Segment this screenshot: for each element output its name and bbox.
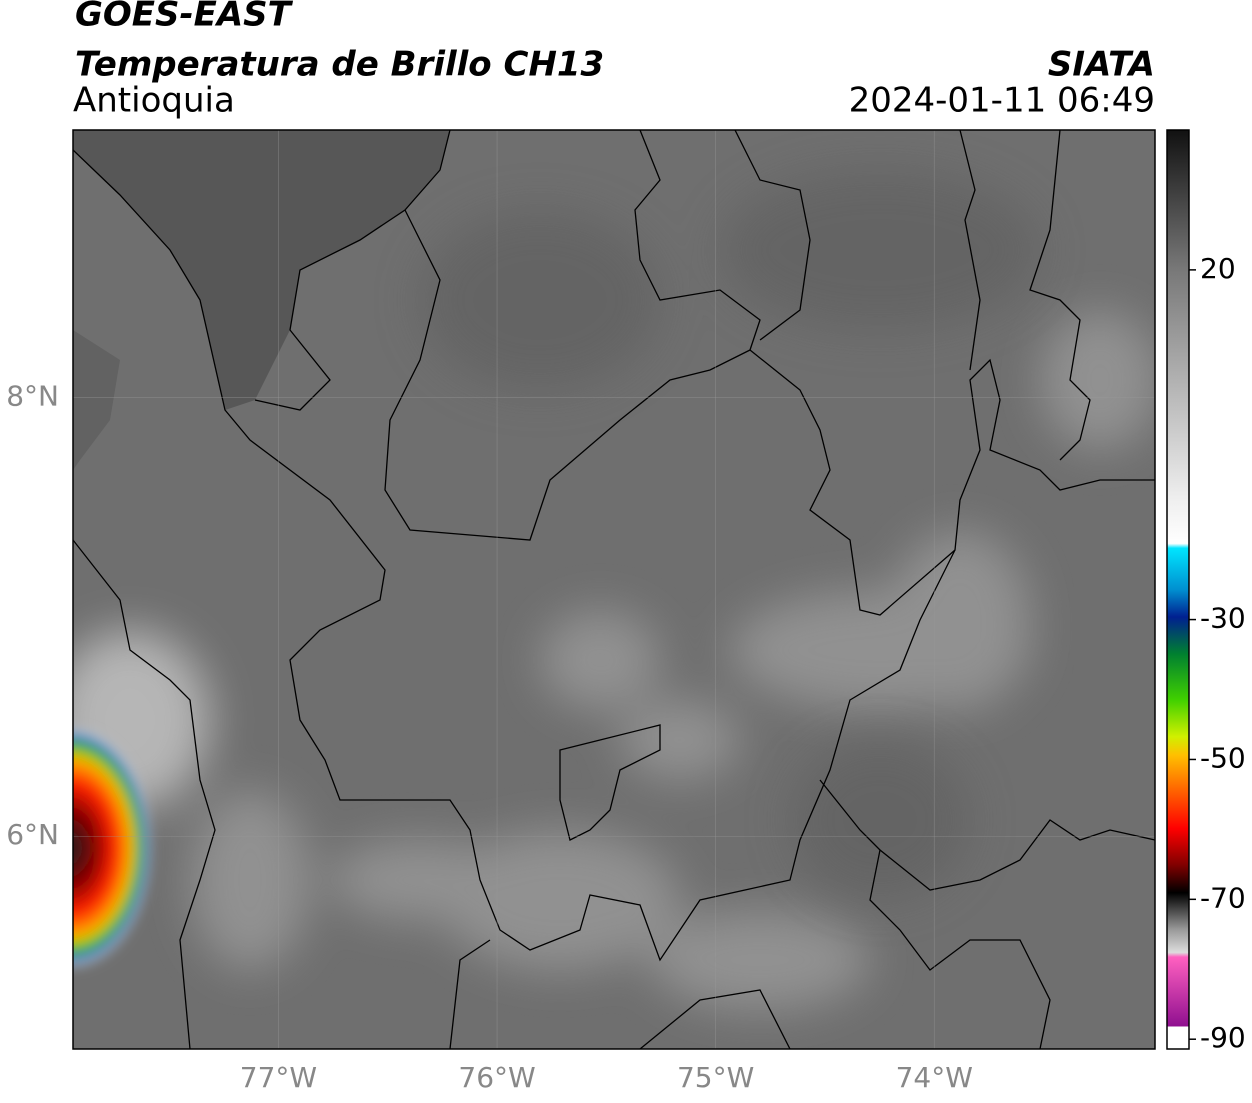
subtitle: Temperatura de Brillo CH13 [75, 45, 604, 85]
colorbar-tick-label: 20 [1200, 252, 1236, 285]
source: SIATA [1048, 45, 1155, 85]
lon-tick-label: 77°W [240, 1061, 317, 1094]
lon-tick-label: 74°W [896, 1061, 973, 1094]
colorbar-tick-label: -30 [1200, 602, 1246, 635]
graticule [73, 130, 1155, 1049]
colorbar-tick-label: -90 [1200, 1021, 1246, 1054]
lat-tick-label: 8°N [6, 380, 59, 413]
map-image [73, 130, 1155, 1049]
title: GOES-EAST [75, 0, 294, 35]
colorbar-tick-label: -70 [1200, 881, 1246, 914]
lon-tick-label: 75°W [677, 1061, 754, 1094]
region: Antioquia [73, 81, 235, 121]
borders [73, 130, 1155, 1049]
colorbar [1166, 129, 1190, 1050]
colorbar-tick-label: -50 [1200, 741, 1246, 774]
lat-tick-label: 6°N [6, 818, 59, 851]
lon-tick-label: 76°W [458, 1061, 535, 1094]
datetime: 2024-01-11 06:49 [849, 81, 1155, 121]
map-frame [72, 129, 1156, 1050]
